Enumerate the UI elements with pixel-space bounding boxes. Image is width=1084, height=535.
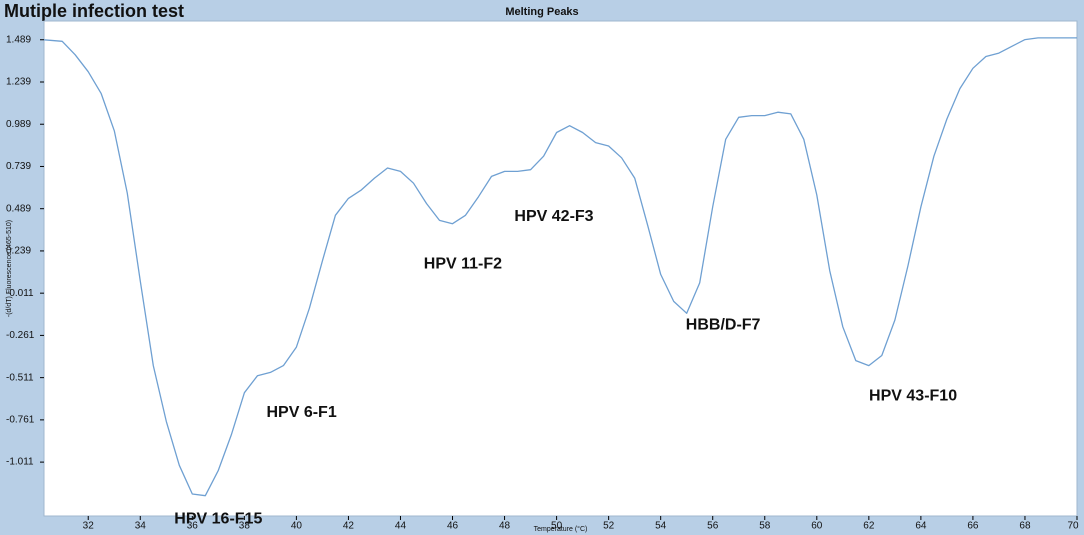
x-tick-label: 38: [239, 520, 251, 531]
x-tick-label: 48: [499, 520, 511, 531]
x-tick-label: 32: [83, 520, 95, 531]
y-tick-label: -0.261: [6, 330, 35, 341]
x-tick-label: 70: [1067, 520, 1079, 531]
plot-area: [43, 20, 1078, 517]
x-tick-label: 46: [447, 520, 459, 531]
x-tick-label: 34: [135, 520, 147, 531]
y-tick-label: 1.489: [6, 34, 31, 45]
x-tick-label: 36: [187, 520, 199, 531]
y-tick-label: -0.761: [6, 415, 35, 426]
y-tick-label: -1.011: [6, 457, 34, 468]
x-tick-label: 52: [603, 520, 615, 531]
y-axis-label: -(d/dT) Fluorescence (465-510): [6, 220, 13, 317]
y-tick-label: 1.239: [6, 77, 31, 88]
peak-label: HPV 42-F3: [514, 208, 593, 225]
y-axis-ticks: 1.489 1.239 0.989 0.739 0.489 0.239 -0.011 -0.2…: [6, 34, 44, 468]
y-tick-label: 0.989: [6, 119, 31, 130]
y-tick-label: -0.511: [6, 372, 34, 383]
y-tick-label: 0.489: [6, 203, 31, 214]
y-tick-label: 0.239: [6, 246, 31, 257]
x-tick-label: 56: [707, 520, 719, 531]
series-line: [43, 37, 1077, 497]
chart-title: Melting Peaks: [505, 6, 579, 18]
x-tick-label: 60: [811, 520, 823, 531]
figure-title: Mutiple infection test: [4, 1, 184, 21]
peak-label: HPV 11-F2: [424, 255, 502, 272]
x-tick-label: 54: [655, 520, 667, 531]
x-axis-label: Temperature (°C): [534, 525, 588, 533]
y-tick-label: 0.739: [6, 161, 31, 172]
x-tick-label: 66: [967, 520, 979, 531]
x-tick-label: 42: [343, 520, 355, 531]
x-tick-label: 50: [551, 520, 563, 531]
peak-label: HPV 43-F10: [869, 387, 957, 404]
x-axis-ticks: 32 34 36 38 40 42 44 46 48 50 52 54 56 58 60 62 64 66 68 70: [83, 516, 1079, 531]
x-tick-label: 62: [863, 520, 875, 531]
peak-label: HPV 16-F15: [174, 511, 262, 528]
peak-label: HBB/D-F7: [686, 316, 761, 333]
x-tick-label: 40: [291, 520, 303, 531]
x-tick-label: 58: [759, 520, 771, 531]
peak-annotations: HPV 16-F15 HPV 6-F1 HPV 11-F2 HPV 42-F3 HBB/…: [174, 208, 957, 527]
peak-label: HPV 6-F1: [266, 404, 336, 421]
y-tick-label: -0.011: [6, 288, 34, 299]
x-tick-label: 44: [395, 520, 407, 531]
x-tick-label: 68: [1019, 520, 1031, 531]
x-tick-label: 64: [915, 520, 927, 531]
